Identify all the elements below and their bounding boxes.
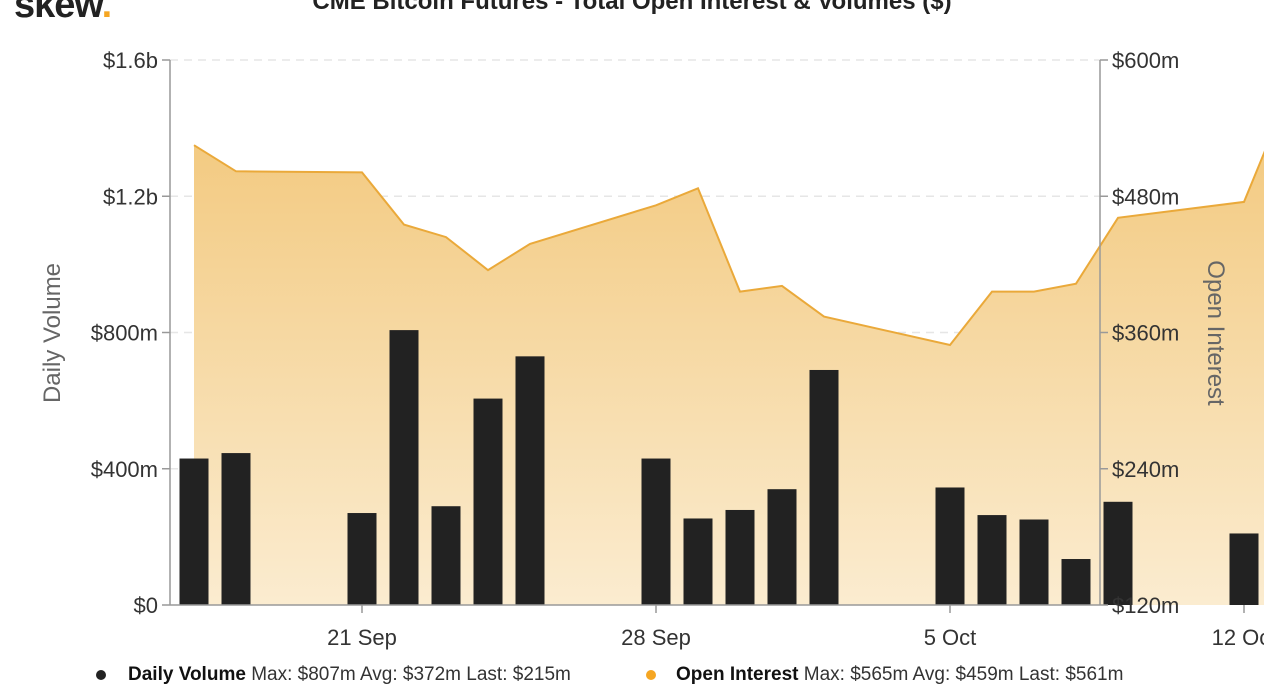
skew-logo: skew.	[14, 0, 112, 26]
open-interest-area	[194, 145, 1264, 605]
volume-bar[interactable]	[221, 453, 251, 605]
volume-bar[interactable]	[1061, 559, 1091, 605]
volume-bar[interactable]	[1229, 533, 1259, 605]
chart-title: CME Bitcoin Futures - Total Open Interes…	[312, 0, 952, 15]
x-tick-label: 28 Sep	[621, 625, 691, 650]
volume-bar[interactable]	[725, 509, 755, 605]
volume-bar[interactable]	[1019, 519, 1049, 605]
volume-bar[interactable]	[1103, 501, 1133, 605]
volume-bar[interactable]	[977, 515, 1007, 605]
legend-volume-symbol	[96, 669, 106, 680]
volume-bar[interactable]	[179, 458, 209, 605]
y-right-tick-label: $480m	[1112, 184, 1179, 209]
volume-bar[interactable]	[809, 369, 839, 605]
legend-oi-symbol	[646, 669, 656, 680]
y-right-tick-label: $360m	[1112, 321, 1179, 346]
y-right-tick-label: $120m	[1112, 593, 1179, 618]
y-right-tick-label: $240m	[1112, 457, 1179, 482]
y-right-tick-label: $600m	[1112, 48, 1179, 73]
x-tick-label: 12 Oct	[1212, 625, 1264, 650]
legend-volume-stats: Max: $807m Avg: $372m Last: $215m	[251, 664, 571, 685]
volume-bar[interactable]	[641, 458, 671, 605]
y-left-tick-label: $1.2b	[103, 184, 158, 209]
x-tick-label: 21 Sep	[327, 625, 397, 650]
volume-bar[interactable]	[389, 330, 419, 605]
x-tick-label: 5 Oct	[924, 625, 977, 650]
legend-volume-name: Daily Volume	[128, 664, 246, 685]
y-axis-left-title: Daily Volume	[39, 263, 66, 403]
volume-bar[interactable]	[683, 518, 713, 605]
legend: Daily Volume Max: $807m Avg: $372m Last:…	[0, 664, 1264, 686]
volume-bar[interactable]	[431, 506, 461, 605]
volume-bar[interactable]	[473, 398, 503, 605]
volume-bar[interactable]	[347, 513, 377, 605]
legend-item-volume[interactable]: Daily Volume Max: $807m Avg: $372m Last:…	[96, 664, 571, 686]
volume-bar[interactable]	[515, 356, 545, 605]
volume-bar[interactable]	[935, 487, 965, 605]
y-left-tick-label: $1.6b	[103, 48, 158, 73]
y-left-tick-label: $400m	[91, 457, 158, 482]
y-axis-right-title: Open Interest	[1202, 260, 1229, 406]
y-left-tick-label: $800m	[91, 321, 158, 346]
volume-bar[interactable]	[767, 489, 797, 605]
open-interest-line	[193, 144, 1264, 347]
legend-item-open-interest[interactable]: Open Interest Max: $565m Avg: $459m Last…	[646, 664, 1123, 686]
legend-oi-stats: Max: $565m Avg: $459m Last: $561m	[803, 664, 1124, 685]
y-left-tick-label: $0	[134, 593, 158, 618]
legend-oi-name: Open Interest	[676, 664, 799, 685]
